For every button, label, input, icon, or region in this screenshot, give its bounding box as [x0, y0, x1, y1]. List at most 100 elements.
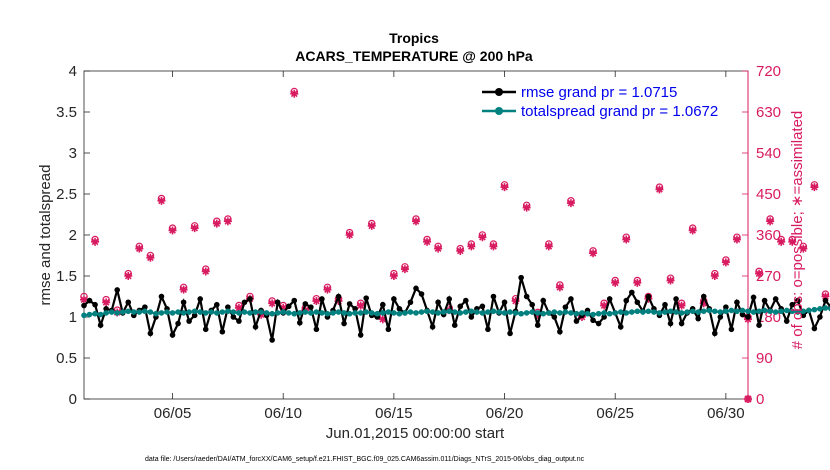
obs-assimilated-point — [212, 219, 221, 228]
totalspread-point — [656, 310, 663, 316]
rmse-point — [125, 299, 132, 306]
totalspread-point — [147, 309, 154, 315]
y-tick-label: 1 — [69, 309, 77, 326]
totalspread-point — [335, 309, 342, 315]
totalspread-point — [302, 309, 309, 315]
totalspread-point — [208, 309, 215, 315]
y-axis-label: rmse and totalspread — [37, 165, 54, 306]
obs-assimilated-point — [367, 221, 376, 230]
rmse-point — [308, 304, 314, 310]
totalspread-point — [557, 310, 563, 316]
rmse-point — [225, 304, 231, 310]
totalspread-point — [330, 310, 336, 316]
obs-assimilated-point — [710, 272, 719, 280]
axis-ticks: 06/05 06/10 06/15 06/20 06/25 06/30 0 0.5 1 1.5 2 2… — [56, 63, 781, 422]
obs-assimilated-point — [600, 301, 609, 310]
obs-assimilated-point — [223, 217, 232, 226]
totalspread-point — [728, 307, 735, 314]
rmse-point — [297, 319, 303, 326]
totalspread-point — [507, 309, 513, 315]
rmse-point — [341, 320, 347, 327]
rmse-point — [407, 299, 414, 306]
rmse-point — [252, 324, 259, 330]
rmse-point — [468, 314, 475, 320]
totalspread-point — [501, 310, 508, 316]
totalspread-point — [479, 310, 486, 316]
rmse-point — [529, 301, 535, 308]
rmse-point — [114, 287, 120, 293]
obs-assimilated-point — [489, 242, 498, 251]
legend-spread-label: totalspread grand pr = 1.0672 — [521, 103, 718, 120]
totalspread-point — [750, 309, 757, 315]
totalspread-point — [86, 311, 93, 318]
x-tick-label: 06/10 — [264, 405, 302, 422]
rmse-point — [534, 322, 541, 329]
obs-assimilated-point — [146, 253, 155, 262]
obs-assimilated-point — [511, 297, 520, 306]
totalspread-point — [341, 310, 347, 316]
chart-subtitle: ACARS_TEMPERATURE @ 200 hPa — [295, 48, 533, 64]
totalspread-point — [119, 309, 126, 315]
totalspread-point — [319, 310, 325, 316]
rmse-point — [595, 320, 602, 327]
rmse-point — [81, 302, 87, 309]
obs-assimilated-point — [279, 303, 288, 312]
rmse-point — [385, 326, 392, 333]
totalspread-point — [429, 309, 436, 315]
rmse-point — [380, 301, 386, 308]
rmse-point — [623, 297, 630, 304]
obs-assimilated-point — [389, 272, 398, 280]
rmse-point — [269, 337, 275, 343]
rmse-point — [202, 326, 209, 333]
rmse-point — [236, 318, 242, 324]
rmse-point — [507, 330, 513, 337]
totalspread-point — [806, 307, 812, 314]
legend-spread-marker — [495, 107, 503, 115]
rmse-point — [678, 320, 685, 327]
obs-assimilated-point — [755, 269, 764, 278]
totalspread-point — [175, 309, 181, 315]
rmse-point — [568, 296, 574, 302]
rmse-point — [789, 301, 796, 308]
totalspread-point — [562, 309, 569, 315]
obs-assimilated-point — [478, 233, 487, 242]
totalspread-point — [186, 309, 192, 315]
totalspread-point — [274, 310, 281, 316]
rmse-point — [302, 301, 309, 307]
totalspread-point — [518, 310, 524, 317]
rmse-point — [723, 304, 729, 310]
rmse-point — [230, 314, 237, 320]
rmse-point — [739, 311, 746, 318]
totalspread-point — [783, 307, 790, 314]
obs-assimilated-point — [234, 303, 243, 312]
rmse-point — [573, 318, 580, 324]
obs-assimilated-point — [80, 295, 88, 304]
totalspread-point — [485, 309, 491, 315]
obs-assimilated-point — [799, 244, 808, 253]
totalspread-point — [723, 308, 729, 315]
totalspread-point — [645, 308, 652, 315]
totalspread-point — [92, 310, 98, 317]
rmse-point — [435, 299, 441, 306]
rmse-point — [712, 330, 718, 337]
totalspread-point — [606, 310, 613, 317]
totalspread-point — [623, 310, 630, 316]
totalspread-point — [612, 310, 618, 316]
rmse-point — [695, 315, 701, 322]
y-right-tick-label: 450 — [756, 186, 781, 203]
totalspread-point — [407, 309, 414, 315]
totalspread-point — [651, 309, 657, 315]
totalspread-point — [424, 308, 430, 315]
rmse-point — [291, 297, 298, 304]
rmse-point — [457, 303, 464, 310]
obs-assimilated-point — [345, 231, 354, 239]
rmse-point — [241, 299, 248, 306]
totalspread-point — [202, 310, 209, 316]
obs-assimilated-point — [467, 242, 476, 251]
totalspread-point — [474, 309, 480, 315]
obs-assimilated-point — [522, 203, 531, 212]
rmse-point — [817, 314, 823, 320]
totalspread-point — [451, 309, 458, 315]
rmse-point — [601, 314, 607, 320]
